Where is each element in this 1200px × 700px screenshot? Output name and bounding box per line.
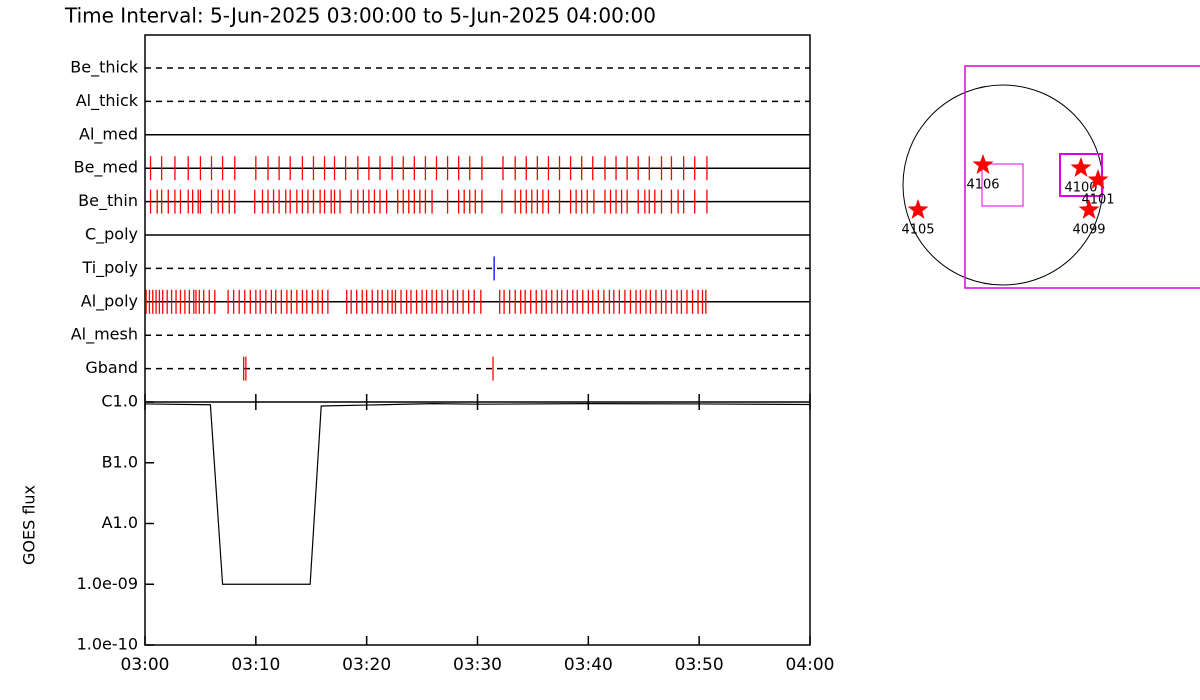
y-tick-label: C1.0 [101,392,138,411]
row-label: Al_poly [81,291,138,311]
y-axis-label: GOES flux [20,485,39,565]
x-tick-label: 03:50 [675,655,724,675]
region-star [1087,169,1109,189]
y-tick-label: 1.0e-10 [77,635,138,654]
row-label: Be_med [74,158,138,178]
fov-box [1059,153,1103,197]
x-tick-label: 03:00 [121,655,170,675]
region-label: 4100 [1064,180,1097,195]
x-tick-label: 03:30 [453,655,502,675]
field-of-view [964,65,1200,289]
y-tick-label: 1.0e-09 [77,574,138,593]
chart-title: Time Interval: 5-Jun-2025 03:00:00 to 5-… [64,4,656,28]
flux-line [144,403,811,585]
row-label: Be_thick [70,58,138,78]
x-tick-label: 03:40 [564,655,613,675]
region-star [907,199,929,219]
x-tick-label: 03:10 [231,655,280,675]
row-label: Be_thin [78,191,138,211]
plot-frame [144,34,811,646]
y-tick-label: B1.0 [102,452,138,471]
row-label: Al_med [79,124,138,144]
y-tick-label: A1.0 [102,513,138,532]
x-tick-label: 04:00 [786,655,835,675]
x-tick-label: 03:20 [342,655,391,675]
region-label: 4099 [1072,222,1105,237]
row-label: Ti_poly [81,258,138,278]
region-star [1070,157,1092,177]
row-label: C_poly [85,225,138,245]
region-star [1078,199,1100,219]
region-star [972,154,994,174]
fov-box [981,163,1024,207]
region-label: 4101 [1081,193,1114,208]
region-label: 4105 [901,222,934,237]
region-label: 4106 [966,178,999,193]
row-label: Gband [85,358,138,377]
row-label: Al_thick [76,91,139,111]
row-label: Al_mesh [71,325,138,345]
